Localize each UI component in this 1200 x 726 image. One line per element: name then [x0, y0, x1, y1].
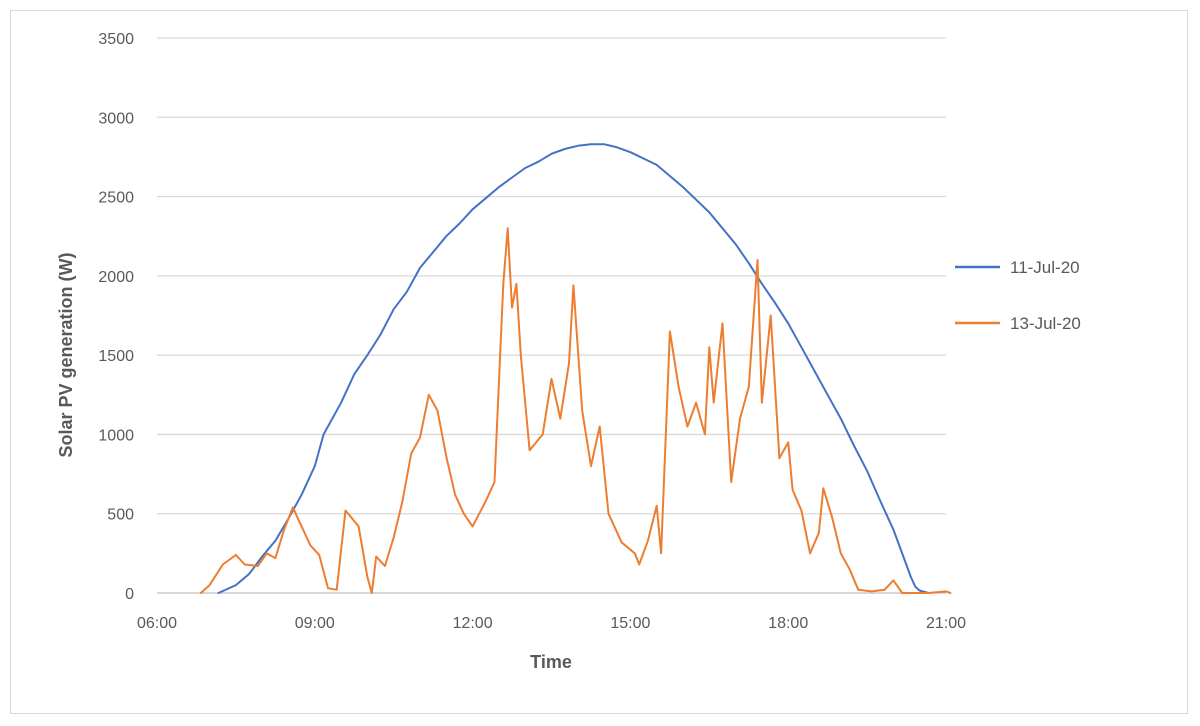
series-lines: [199, 143, 952, 594]
x-tick-label: 09:00: [295, 615, 335, 632]
legend: 11-Jul-20 13-Jul-20: [955, 258, 1081, 333]
y-axis-title: Solar PV generation (W): [56, 252, 76, 457]
x-tick-label: 18:00: [768, 615, 808, 632]
legend-label-1: 11-Jul-20: [1010, 258, 1080, 277]
y-tick-label: 2500: [98, 190, 134, 207]
chart-frame: [10, 10, 1188, 714]
y-tick-label: 500: [107, 507, 134, 524]
x-tick-label: 12:00: [453, 615, 493, 632]
x-axis-tick-labels: 06:00 09:00 12:00 15:00 18:00 21:00: [137, 615, 966, 632]
x-axis-title: Time: [530, 652, 572, 672]
series-line-1: [217, 143, 930, 594]
y-axis-tick-labels: 0 500 1000 1500 2000 2500 3000 3500: [98, 31, 134, 603]
x-tick-label: 21:00: [926, 615, 966, 632]
x-tick-label: 06:00: [137, 615, 177, 632]
series-line-2: [199, 227, 952, 594]
y-tick-label: 3500: [98, 31, 134, 48]
y-tick-label: 1500: [98, 348, 134, 365]
y-tick-label: 1000: [98, 427, 134, 444]
y-tick-label: 3000: [98, 110, 134, 127]
legend-label-2: 13-Jul-20: [1010, 314, 1081, 333]
gridlines: [157, 37, 946, 594]
x-tick-label: 15:00: [610, 615, 650, 632]
y-tick-label: 2000: [98, 269, 134, 286]
y-tick-label: 0: [125, 586, 134, 603]
